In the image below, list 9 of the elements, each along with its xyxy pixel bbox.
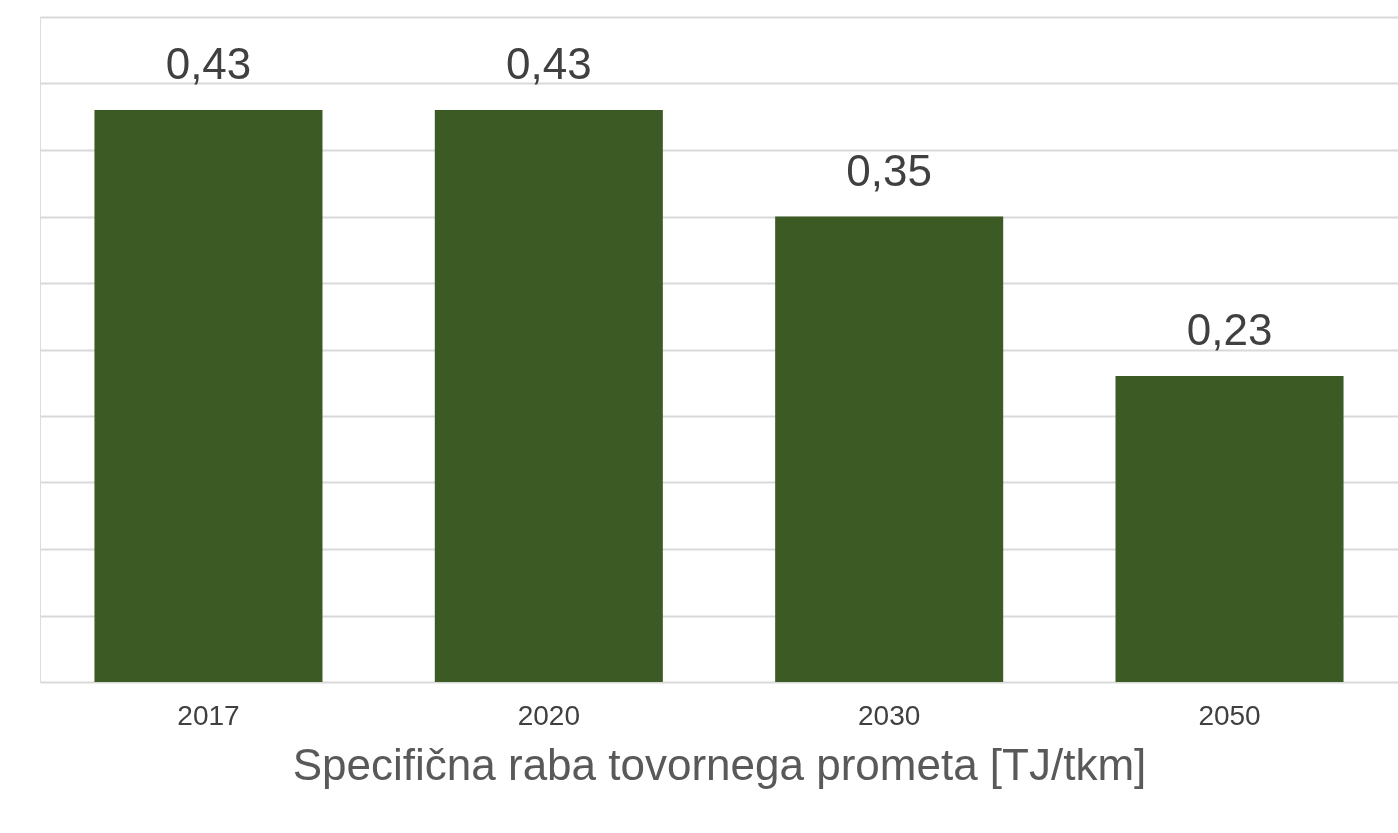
data-label: 0,43	[506, 39, 592, 89]
x-tick-label: 2030	[858, 699, 921, 731]
data-label: 0,43	[165, 39, 252, 89]
data-label: 0,23	[1186, 305, 1273, 355]
x-tick-label: 2017	[177, 699, 240, 731]
x-axis-title: Specifična raba tovornega prometa [TJ/tkm]	[292, 739, 1147, 789]
x-tick-label: 2050	[1198, 699, 1261, 731]
data-label: 0,35	[846, 145, 932, 195]
x-tick-label: 2020	[517, 699, 580, 731]
